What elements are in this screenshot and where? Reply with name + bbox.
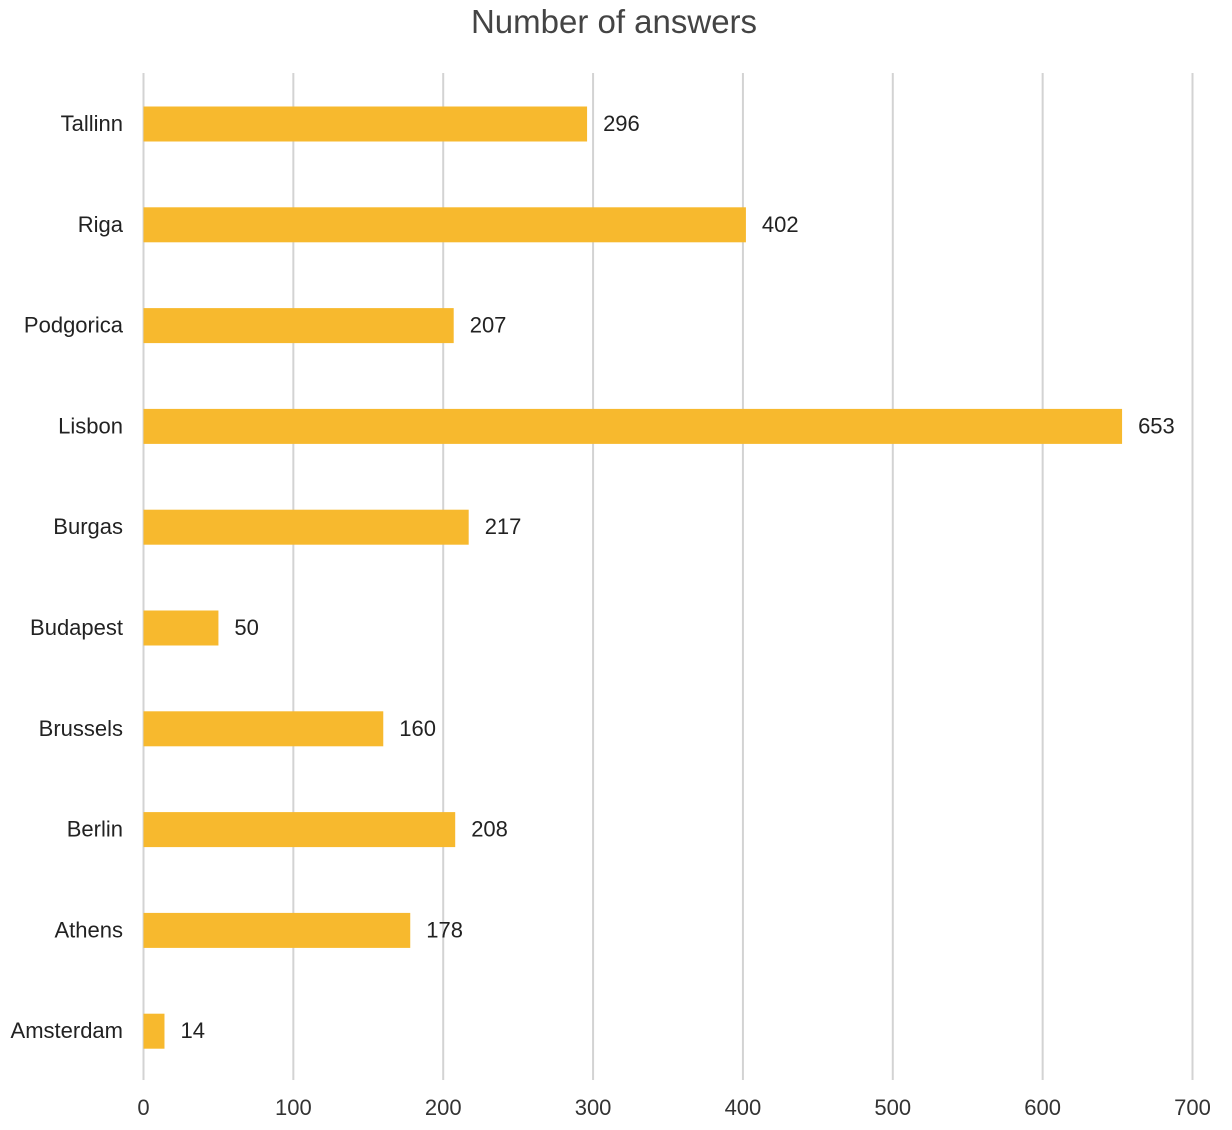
- bar-riga: [143, 207, 746, 243]
- bar-podgorica: [143, 308, 454, 344]
- bar-budapest: [143, 610, 219, 646]
- data-label: 217: [485, 514, 522, 539]
- data-label: 207: [470, 313, 507, 338]
- category-label: Amsterdam: [11, 1018, 123, 1043]
- x-tick-label: 400: [725, 1095, 762, 1120]
- category-label: Podgorica: [24, 313, 124, 338]
- category-label: Brussels: [39, 716, 123, 741]
- data-label: 653: [1138, 413, 1175, 438]
- x-axis-tick-labels: 0 100 200 300 400 500 600 700: [137, 1095, 1210, 1120]
- value-labels: 296 402 207 653 217 50 160 208 178 14: [180, 111, 1174, 1043]
- x-tick-label: 300: [575, 1095, 612, 1120]
- category-label: Athens: [55, 917, 124, 942]
- category-label: Burgas: [53, 514, 123, 539]
- bars: [143, 106, 1123, 1049]
- x-tick-label: 500: [874, 1095, 911, 1120]
- x-tick-label: 0: [137, 1095, 149, 1120]
- bar-lisbon: [143, 408, 1123, 444]
- bar-athens: [143, 912, 411, 948]
- category-label: Lisbon: [58, 413, 123, 438]
- bar-brussels: [143, 711, 384, 747]
- data-label: 296: [603, 111, 640, 136]
- data-label: 402: [762, 212, 799, 237]
- chart-title: Number of answers: [471, 3, 757, 40]
- x-tick-label: 100: [275, 1095, 312, 1120]
- data-label: 160: [399, 716, 436, 741]
- bar-berlin: [143, 812, 456, 848]
- data-label: 50: [234, 615, 258, 640]
- data-label: 178: [426, 917, 463, 942]
- category-label: Berlin: [67, 817, 123, 842]
- category-label: Budapest: [30, 615, 123, 640]
- x-tick-label: 200: [425, 1095, 462, 1120]
- x-tick-label: 700: [1174, 1095, 1211, 1120]
- bar-burgas: [143, 509, 469, 545]
- x-tick-label: 600: [1024, 1095, 1061, 1120]
- category-labels: Tallinn Riga Podgorica Lisbon Burgas Budapest…: [11, 111, 124, 1043]
- data-label: 208: [471, 817, 508, 842]
- bar-tallinn: [143, 106, 588, 142]
- data-label: 14: [180, 1018, 204, 1043]
- category-label: Riga: [78, 212, 124, 237]
- bar-amsterdam: [143, 1013, 165, 1049]
- category-label: Tallinn: [61, 111, 123, 136]
